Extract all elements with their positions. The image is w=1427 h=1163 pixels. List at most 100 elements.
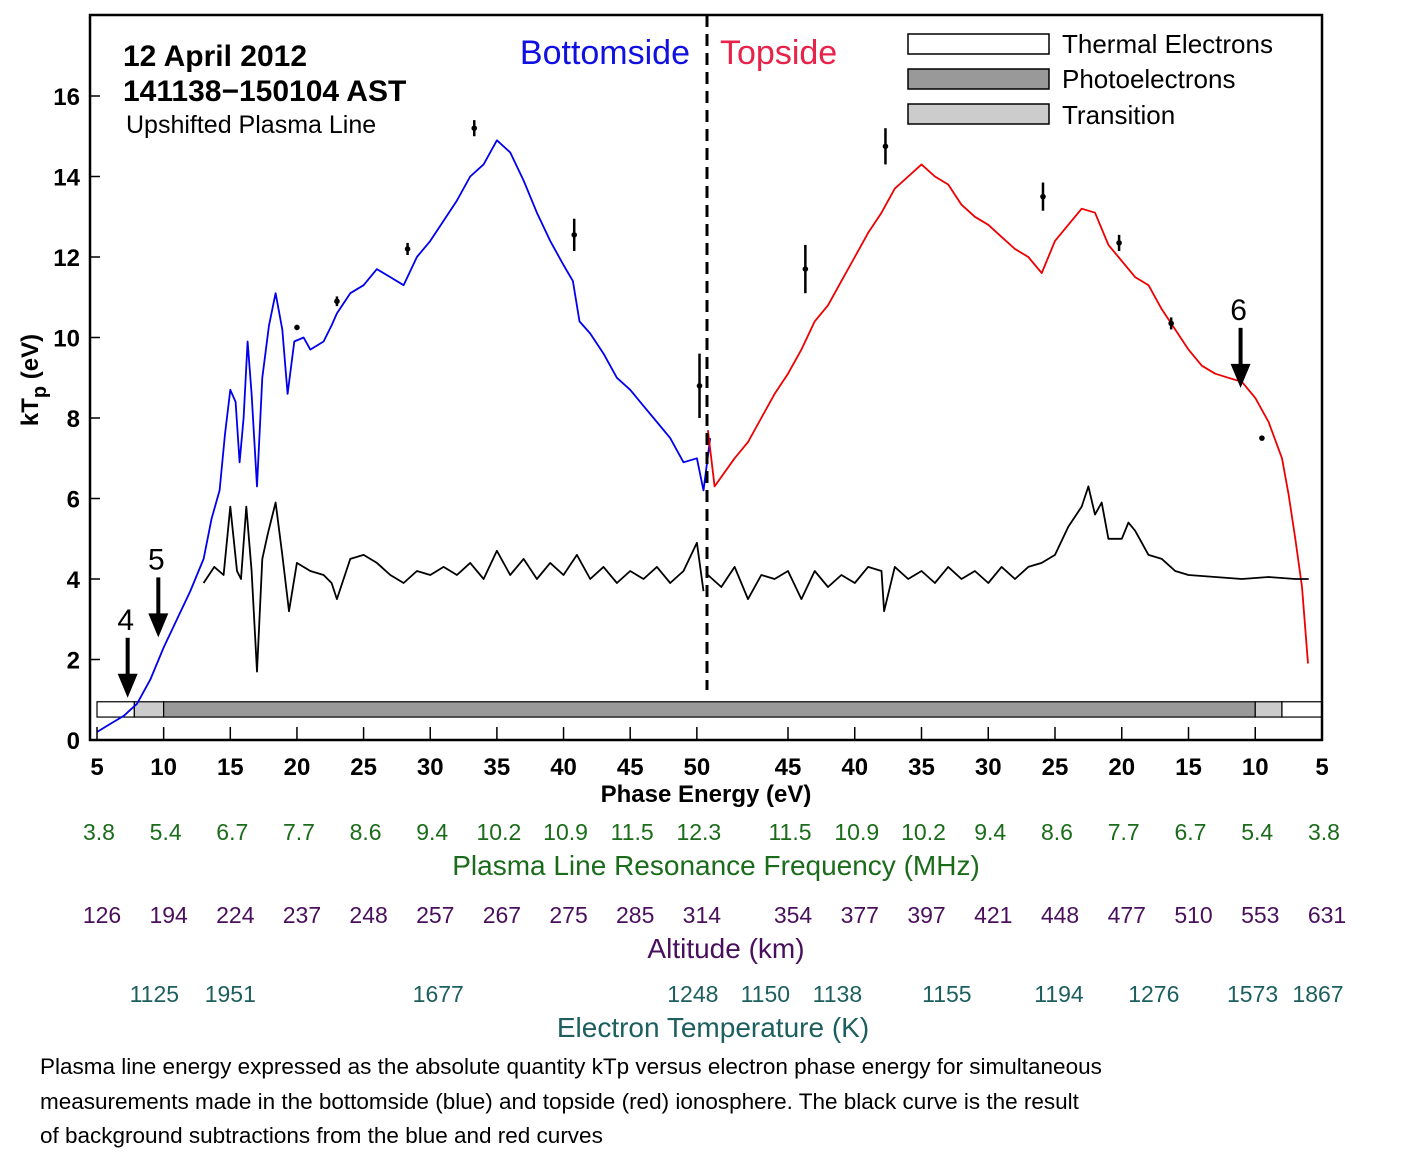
altitude-value: 314 bbox=[683, 902, 722, 928]
legend-swatch-transition bbox=[907, 103, 1050, 125]
legend-label-photoelectrons: Photoelectrons bbox=[1062, 64, 1235, 94]
measurement-point bbox=[294, 324, 300, 331]
legend-swatch-thermal bbox=[907, 33, 1050, 55]
altitude-value: 477 bbox=[1108, 902, 1146, 928]
measurement-point bbox=[1168, 320, 1174, 327]
legend-label-transition: Transition bbox=[1062, 100, 1175, 130]
frequency-axis-values: 3.8 5.4 6.7 7.7 8.6 9.4 10.2 10.9 11.5 12.3 11.5 10… bbox=[83, 819, 1340, 845]
frequency-value: 10.2 bbox=[901, 819, 946, 845]
series-bottomside bbox=[96, 139, 712, 733]
y-axis-label: kTp (eV) bbox=[17, 334, 51, 426]
measurement-point bbox=[802, 266, 809, 272]
temperature-value: 1138 bbox=[813, 981, 862, 1007]
temperature-value: 1573 bbox=[1227, 981, 1278, 1007]
x-tick-label: 20 bbox=[1108, 754, 1135, 781]
altitude-value: 421 bbox=[974, 902, 1012, 928]
arrow-down-icon bbox=[117, 673, 138, 698]
arrow-down-icon bbox=[1230, 363, 1251, 388]
y-tick-label: 10 bbox=[53, 326, 80, 353]
measurement-point bbox=[334, 298, 340, 305]
frequency-value: 9.4 bbox=[416, 819, 448, 845]
caption-line-3: of background subtractions from the blue… bbox=[40, 1123, 603, 1148]
altitude-value: 354 bbox=[774, 902, 813, 928]
frequency-value: 11.5 bbox=[768, 819, 811, 845]
x-tick-label: 40 bbox=[841, 754, 868, 781]
bottomside-label: Bottomside bbox=[520, 34, 690, 72]
measurement-point bbox=[696, 383, 703, 389]
altitude-value: 275 bbox=[549, 902, 587, 928]
altitude-value: 237 bbox=[283, 902, 321, 928]
measurement-point bbox=[1040, 193, 1046, 200]
series-layer bbox=[96, 139, 1309, 733]
altitude-value: 377 bbox=[841, 902, 879, 928]
measurement-point bbox=[1259, 435, 1265, 441]
arrow-down-icon bbox=[148, 613, 169, 638]
series-subtracted-left bbox=[202, 501, 705, 673]
region-bar-segment bbox=[1254, 701, 1283, 718]
series-subtracted-right bbox=[707, 485, 1309, 613]
frequency-value: 3.8 bbox=[83, 819, 115, 845]
altitude-value: 194 bbox=[149, 902, 188, 928]
x-tick-label: 50 bbox=[683, 754, 710, 781]
region-bar-segment bbox=[1281, 701, 1323, 718]
temperature-value: 1194 bbox=[1034, 981, 1084, 1007]
temperature-value: 1248 bbox=[667, 981, 718, 1007]
legend: Thermal Electrons Photoelectrons Transit… bbox=[907, 29, 1273, 130]
arrows: 45 6 bbox=[117, 294, 1251, 698]
x-tick-label: 10 bbox=[1242, 754, 1269, 781]
chart-subtitle: Upshifted Plasma Line bbox=[126, 111, 376, 139]
x-tick-label: 25 bbox=[1042, 754, 1069, 781]
altitude-value: 285 bbox=[616, 902, 654, 928]
y-tick-label: 14 bbox=[53, 165, 80, 192]
temperature-value: 1125 bbox=[130, 981, 179, 1007]
altitude-value: 224 bbox=[216, 902, 255, 928]
altitude-value: 553 bbox=[1241, 902, 1279, 928]
frequency-value: 6.7 bbox=[216, 819, 248, 845]
altitude-value: 267 bbox=[483, 902, 521, 928]
legend-label-thermal: Thermal Electrons bbox=[1062, 29, 1273, 59]
caption-line-2: measurements made in the bottomside (blu… bbox=[40, 1089, 1080, 1114]
measurement-point bbox=[1116, 240, 1122, 246]
topside-label: Topside bbox=[720, 34, 837, 72]
region-bar-segment bbox=[133, 701, 165, 718]
y-tick-label: 12 bbox=[53, 245, 80, 272]
altitude-value: 248 bbox=[349, 902, 387, 928]
altitude-value: 126 bbox=[83, 902, 121, 928]
y-axis-label-main: kT bbox=[17, 398, 44, 426]
temperature-value: 1951 bbox=[205, 981, 256, 1007]
temperature-value: 1150 bbox=[741, 981, 790, 1007]
chart-title-line-2: 141138−150104 AST bbox=[123, 75, 406, 108]
region-bar-segment bbox=[163, 701, 1256, 718]
temperature-axis-values: 1125 1951 1677 1248 1150 1138 1155 1194 1276 1573… bbox=[130, 981, 1344, 1007]
measurement-point bbox=[882, 143, 889, 150]
x-tick-label: 30 bbox=[417, 754, 444, 781]
temperature-value: 1677 bbox=[413, 981, 464, 1007]
y-tick-label: 8 bbox=[67, 406, 80, 433]
x-tick-label: 45 bbox=[775, 754, 802, 781]
frequency-value: 10.2 bbox=[477, 819, 522, 845]
frequency-value: 6.7 bbox=[1175, 819, 1207, 845]
arrow-label: 4 bbox=[117, 604, 134, 637]
altitude-value: 510 bbox=[1174, 902, 1212, 928]
y-axis-label-sub: p bbox=[29, 386, 51, 398]
x-tick-label: 10 bbox=[150, 754, 177, 781]
caption-line-1: Plasma line energy expressed as the abso… bbox=[40, 1054, 1102, 1079]
x-tick-label: 25 bbox=[350, 754, 377, 781]
arrow-label: 6 bbox=[1230, 294, 1247, 327]
frequency-value: 8.6 bbox=[350, 819, 382, 845]
x-tick-label: 5 bbox=[90, 754, 103, 781]
measurements-layer bbox=[294, 120, 1265, 441]
y-tick-label: 0 bbox=[67, 728, 80, 755]
frequency-value: 11.5 bbox=[611, 819, 654, 845]
altitude-value: 448 bbox=[1041, 902, 1079, 928]
plot-frame bbox=[88, 13, 1324, 742]
measurement-point bbox=[404, 246, 411, 252]
frequency-value: 9.4 bbox=[974, 819, 1006, 845]
x-tick-label: 5 bbox=[1315, 754, 1328, 781]
x-axis-label: Phase Energy (eV) bbox=[601, 781, 812, 808]
y-tick-label: 6 bbox=[67, 487, 80, 514]
frequency-value: 12.3 bbox=[676, 819, 721, 845]
x-tick-label: 35 bbox=[484, 754, 511, 781]
